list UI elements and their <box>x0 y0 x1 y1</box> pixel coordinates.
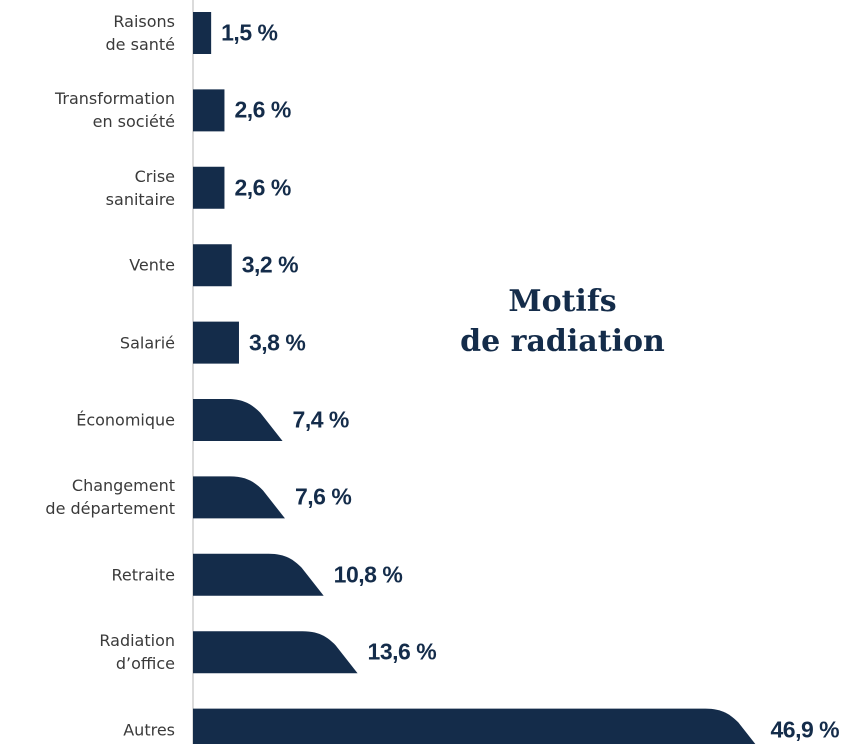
value-label: 2,6 % <box>234 174 291 201</box>
y-tick-label: Retraite <box>111 565 175 585</box>
bar <box>193 89 225 132</box>
chart-title: Motifs de radiation <box>460 284 665 359</box>
y-tick-label: Raisons de santé <box>105 12 175 54</box>
y-tick-label: Autres <box>123 720 175 740</box>
value-label: 2,6 % <box>234 96 291 123</box>
bar <box>193 631 358 674</box>
y-tick-label: Économique <box>76 410 175 430</box>
value-label: 7,4 % <box>292 406 350 433</box>
y-tick-label: Radiation d’office <box>99 631 175 674</box>
value-label: 1,5 % <box>221 19 278 46</box>
bar <box>193 708 756 744</box>
bar <box>193 166 225 209</box>
value-label: 3,8 % <box>248 329 306 356</box>
y-tick-label: Changement de département <box>45 476 175 519</box>
value-label: 7,6 % <box>294 483 352 510</box>
value-label: 10,8 % <box>333 561 403 588</box>
bar <box>193 553 324 596</box>
y-tick-label: Vente <box>129 255 175 275</box>
value-label: 3,2 % <box>241 251 299 278</box>
bar <box>193 476 285 519</box>
value-label: 13,6 % <box>367 638 437 665</box>
bar <box>193 321 239 364</box>
bar <box>193 12 212 54</box>
bar <box>193 399 283 441</box>
value-label: 46,9 % <box>770 716 840 743</box>
y-tick-label: Crise sanitaire <box>105 166 175 209</box>
y-tick-label: Salarié <box>119 333 175 353</box>
bar <box>193 244 232 287</box>
y-tick-label: Transformation en société <box>54 89 175 132</box>
